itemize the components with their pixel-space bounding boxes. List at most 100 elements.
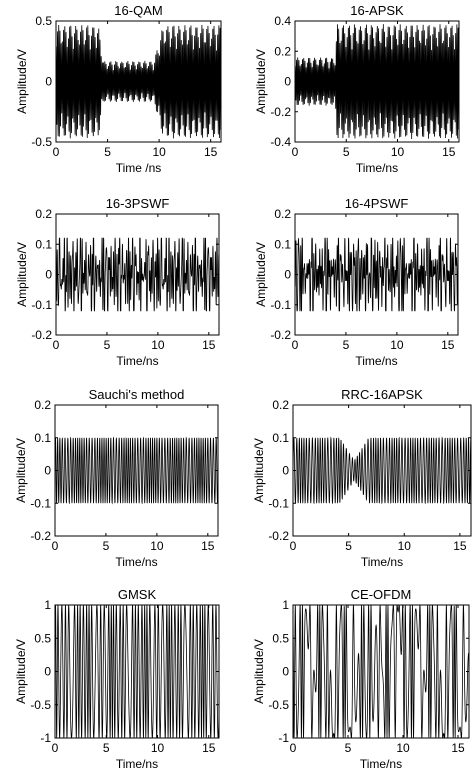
y-axis-label: Amplitude/V	[252, 639, 266, 704]
y-tick-label: 0.4	[274, 14, 291, 28]
x-axis-label: Time/ns	[115, 555, 157, 569]
y-tick-label: -0.5	[268, 698, 289, 712]
x-axis-label: Time/ns	[355, 354, 397, 368]
x-tick-label: 5	[345, 539, 352, 553]
y-tick-label: -1	[278, 731, 289, 745]
x-tick-label: 10	[151, 741, 165, 755]
y-tick-label: 0.2	[34, 398, 51, 412]
y-tick-label: 0.5	[34, 631, 51, 645]
y-tick-label: 0.2	[274, 44, 291, 58]
x-tick-label: 15	[201, 539, 215, 553]
y-tick-label: 0.1	[35, 237, 52, 251]
x-tick-label: 10	[151, 338, 165, 352]
y-tick-label: 0.2	[35, 207, 52, 221]
y-axis-label: Amplitude/V	[254, 49, 268, 114]
x-tick-label: 15	[202, 741, 216, 755]
x-tick-label: 0	[292, 338, 299, 352]
x-tick-label: 10	[152, 145, 166, 159]
subplot-title: 16-3PSWF	[106, 196, 170, 211]
y-tick-label: 0.2	[272, 398, 289, 412]
subplot-6: 0 5 10 15 -1 -0.5 0 0.5 1 GMSK Time/ns Amplitude/V	[14, 587, 220, 771]
waveform-line	[293, 436, 471, 505]
x-tick-label: 15	[442, 145, 456, 159]
y-tick-label: 0.1	[274, 237, 291, 251]
y-tick-label: -0.1	[268, 496, 289, 510]
subplot-title: GMSK	[118, 587, 157, 602]
y-tick-label: 0	[282, 665, 289, 679]
y-axis-label: Amplitude/V	[15, 242, 29, 307]
x-tick-label: 10	[391, 145, 405, 159]
x-axis-label: Time/ns	[360, 757, 402, 771]
y-tick-label: 0.2	[274, 207, 291, 221]
y-tick-label: 1	[282, 598, 289, 612]
y-tick-label: 0	[45, 75, 52, 89]
y-tick-label: -0.1	[31, 298, 52, 312]
y-tick-label: -0.5	[30, 698, 51, 712]
y-tick-label: -0.2	[270, 105, 291, 119]
x-tick-label: 15	[441, 338, 455, 352]
x-tick-label: 5	[343, 338, 350, 352]
y-axis-label: Amplitude/V	[252, 438, 266, 503]
y-axis-label: Amplitude/V	[14, 438, 28, 503]
x-tick-label: 10	[398, 539, 412, 553]
waveform-line	[293, 605, 469, 738]
subplot-2: 0 5 10 15 -0.2 -0.1 0 0.1 0.2 16-3PSWF Time/ns Ampl…	[15, 196, 220, 368]
y-tick-label: -0.5	[31, 135, 52, 149]
subplot-title: CE-OFDM	[351, 587, 412, 602]
y-tick-label: 0	[284, 268, 291, 282]
y-tick-label: 0.5	[35, 14, 52, 28]
subplot-title: 16-4PSWF	[345, 196, 409, 211]
x-tick-label: 15	[202, 338, 216, 352]
y-tick-label: -0.1	[270, 298, 291, 312]
y-axis-label: Amplitude/V	[14, 639, 28, 704]
y-tick-label: -0.2	[31, 328, 52, 342]
waveform-line	[56, 24, 221, 139]
y-tick-label: 0	[282, 464, 289, 478]
y-tick-label: -0.4	[270, 135, 291, 149]
x-tick-label: 0	[53, 338, 60, 352]
y-tick-label: -0.2	[268, 529, 289, 543]
y-tick-label: 0.1	[34, 431, 51, 445]
subplot-7: 0 5 10 15 -1 -0.5 0 0.5 1 CE-OFDM Time/ns Amplitude…	[252, 587, 470, 771]
x-axis-label: Time/ns	[116, 354, 158, 368]
x-tick-label: 5	[103, 741, 110, 755]
x-tick-label: 5	[104, 338, 111, 352]
x-tick-label: 0	[290, 539, 297, 553]
y-tick-label: 1	[44, 598, 51, 612]
subplot-title: 16-QAM	[114, 3, 162, 18]
x-axis-label: Time/ns	[361, 555, 403, 569]
subplot-3: 0 5 10 15 -0.2 -0.1 0 0.1 0.2 16-4PSWF Time/ns Ampl…	[254, 196, 459, 368]
x-tick-label: 5	[343, 145, 350, 159]
x-axis-label: Time /ns	[116, 161, 162, 175]
x-tick-label: 10	[150, 539, 164, 553]
y-tick-label: 0	[284, 75, 291, 89]
x-tick-label: 10	[390, 338, 404, 352]
y-tick-label: 0	[44, 665, 51, 679]
x-tick-label: 15	[453, 539, 467, 553]
subplot-4: 0 5 10 15 -0.2 -0.1 0 0.1 0.2 Sauchi's method Time…	[14, 387, 219, 569]
x-tick-label: 0	[52, 741, 59, 755]
waveform-line	[55, 605, 219, 738]
subplot-title: Sauchi's method	[89, 387, 185, 402]
x-tick-label: 5	[345, 741, 352, 755]
y-tick-label: -1	[40, 731, 51, 745]
y-tick-label: -0.1	[30, 496, 51, 510]
x-tick-label: 10	[396, 741, 410, 755]
x-tick-label: 5	[104, 145, 111, 159]
y-tick-label: 0.1	[272, 431, 289, 445]
x-tick-label: 5	[103, 539, 110, 553]
y-tick-label: -0.2	[270, 328, 291, 342]
x-tick-label: 0	[53, 145, 60, 159]
subplot-5: 0 5 10 15 -0.2 -0.1 0 0.1 0.2 RRC-16APSK Time/ns Am…	[252, 387, 472, 569]
y-tick-label: -0.2	[30, 529, 51, 543]
x-tick-label: 0	[52, 539, 59, 553]
waveform-line	[295, 237, 458, 312]
y-tick-label: 0.5	[272, 631, 289, 645]
x-tick-label: 15	[204, 145, 218, 159]
x-tick-label: 0	[290, 741, 297, 755]
x-axis-label: Time/ns	[356, 161, 398, 175]
y-tick-label: 0	[45, 268, 52, 282]
x-tick-label: 0	[292, 145, 299, 159]
